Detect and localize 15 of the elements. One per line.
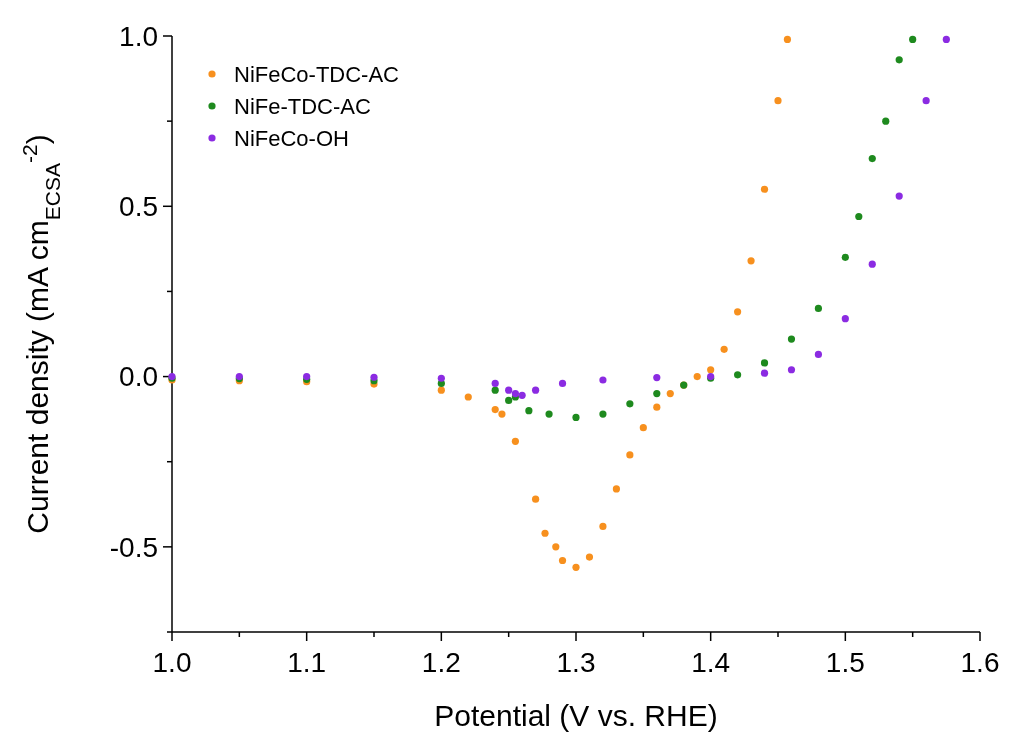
y-tick-label: 0.5 xyxy=(119,191,158,223)
legend-label: NiFe-TDC-AC xyxy=(234,93,371,119)
y-tick-label: 0.0 xyxy=(119,361,158,393)
y-tick-label: 1.0 xyxy=(119,20,158,52)
x-tick-label: 1.4 xyxy=(691,647,731,678)
x-axis-title: Potential (V vs. RHE) xyxy=(434,699,718,732)
legend-label: NiFeCo-TDC-AC xyxy=(234,61,400,87)
x-tick-label: 1.5 xyxy=(825,647,865,678)
x-tick-label: 1.3 xyxy=(556,647,596,678)
x-tick-label: 1.2 xyxy=(421,647,461,678)
x-tick-label: 1.1 xyxy=(287,647,327,678)
x-tick-label: 1.6 xyxy=(960,647,1000,678)
y-tick-label: -0.5 xyxy=(109,531,158,563)
x-tick-label: 1.0 xyxy=(152,647,192,678)
legend-label: NiFeCo-OH xyxy=(234,125,349,151)
